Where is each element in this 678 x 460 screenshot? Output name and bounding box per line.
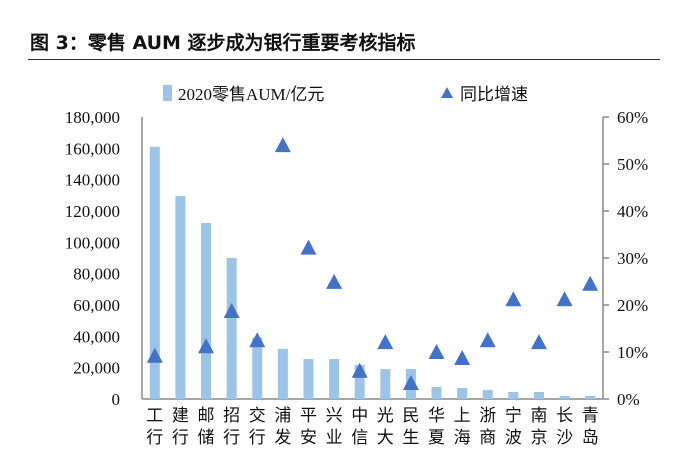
triangle-marker-中信: [351, 362, 368, 378]
category-label: 行: [146, 428, 163, 447]
legend-bar-swatch: [163, 85, 172, 101]
bar-招行: [226, 258, 237, 399]
triangle-marker-交行: [249, 332, 266, 348]
category-label: 建: [172, 406, 189, 425]
bar-交行: [252, 337, 263, 399]
left-tick-label: 140,000: [65, 171, 120, 190]
bar-浙商: [482, 390, 493, 399]
category-label: 浙: [479, 406, 496, 425]
category-label: 行: [172, 428, 189, 447]
bar-平安: [303, 359, 314, 399]
title-divider: [28, 59, 660, 60]
left-tick-label: 180,000: [65, 108, 120, 127]
triangle-marker-浙商: [479, 332, 496, 348]
triangle-marker-平安: [300, 239, 317, 255]
triangle-marker-民生: [402, 374, 419, 390]
category-label: 行: [223, 428, 240, 447]
left-tick-label: 120,000: [65, 202, 120, 221]
category-label: 南: [530, 406, 547, 425]
category-label: 青: [582, 406, 599, 425]
right-tick-label: 10%: [617, 343, 648, 362]
category-label: 储: [198, 428, 215, 447]
category-label: 招: [223, 406, 240, 425]
bar-中信: [354, 365, 365, 399]
legend-triangle-swatch: [441, 87, 453, 98]
category-label: 大: [377, 428, 394, 447]
bar-浦发: [277, 348, 288, 399]
right-tick-label: 30%: [617, 249, 648, 268]
bar-建行: [175, 196, 186, 399]
triangle-marker-华夏: [428, 343, 445, 359]
triangle-marker-南京: [530, 334, 547, 350]
category-label: 业: [326, 428, 343, 447]
left-tick-label: 40,000: [73, 327, 120, 346]
category-label: 沙: [556, 428, 573, 447]
right-tick-label: 0%: [617, 390, 640, 409]
legend-triangle-label: 同比增速: [460, 85, 528, 104]
triangle-marker-邮储: [198, 338, 215, 354]
category-label: 上: [454, 406, 471, 425]
category-label: 信: [351, 428, 368, 447]
right-tick-label: 50%: [617, 155, 648, 174]
category-label: 京: [530, 428, 547, 447]
category-label: 邮: [198, 406, 215, 425]
triangle-marker-光大: [377, 334, 394, 350]
right-tick-label: 40%: [617, 202, 648, 221]
bar-宁波: [508, 391, 519, 399]
bar-兴业: [329, 359, 340, 399]
left-tick-label: 80,000: [73, 265, 120, 284]
left-tick-label: 160,000: [65, 139, 120, 158]
right-tick-label: 20%: [617, 296, 648, 315]
triangle-marker-长沙: [556, 291, 573, 307]
left-tick-label: 60,000: [73, 296, 120, 315]
category-label: 岛: [582, 428, 599, 447]
category-label: 商: [479, 428, 496, 447]
bar-青岛: [585, 396, 596, 399]
category-label: 浦: [274, 406, 291, 425]
bar-南京: [533, 391, 544, 399]
triangle-marker-宁波: [505, 291, 522, 307]
category-label: 行: [249, 428, 266, 447]
category-label: 发: [274, 428, 291, 447]
category-label: 夏: [428, 428, 445, 447]
triangle-marker-青岛: [582, 275, 599, 291]
bar-长沙: [559, 396, 570, 399]
category-label: 宁: [505, 406, 522, 425]
category-label: 长: [556, 406, 573, 425]
left-tick-label: 100,000: [65, 233, 120, 252]
bar-华夏: [431, 386, 442, 399]
category-label: 中: [351, 406, 368, 425]
triangle-marker-工行: [146, 347, 163, 363]
category-label: 平: [300, 406, 317, 425]
category-label: 生: [402, 428, 419, 447]
bar-工行: [149, 146, 160, 399]
category-label: 兴: [326, 406, 343, 425]
category-label: 工: [146, 406, 163, 425]
chart-title: 图 3：零售 AUM 逐步成为银行重要考核指标: [30, 32, 416, 54]
category-label: 民: [402, 406, 419, 425]
category-label: 波: [505, 428, 522, 447]
triangle-marker-上海: [454, 350, 471, 366]
category-label: 交: [249, 406, 266, 425]
right-tick-label: 60%: [617, 108, 648, 127]
category-label: 海: [454, 428, 471, 447]
bar-光大: [380, 369, 391, 399]
left-tick-label: 20,000: [73, 359, 120, 378]
category-label: 安: [300, 428, 317, 447]
triangle-marker-兴业: [326, 273, 343, 289]
legend-bar-label: 2020零售AUM/亿元: [178, 85, 324, 104]
triangle-marker-招行: [223, 303, 240, 319]
left-tick-label: 0: [112, 390, 121, 409]
category-label: 华: [428, 406, 445, 425]
bar-邮储: [201, 223, 212, 399]
triangle-marker-浦发: [274, 137, 291, 153]
category-label: 光: [377, 406, 394, 425]
bar-上海: [457, 388, 468, 399]
